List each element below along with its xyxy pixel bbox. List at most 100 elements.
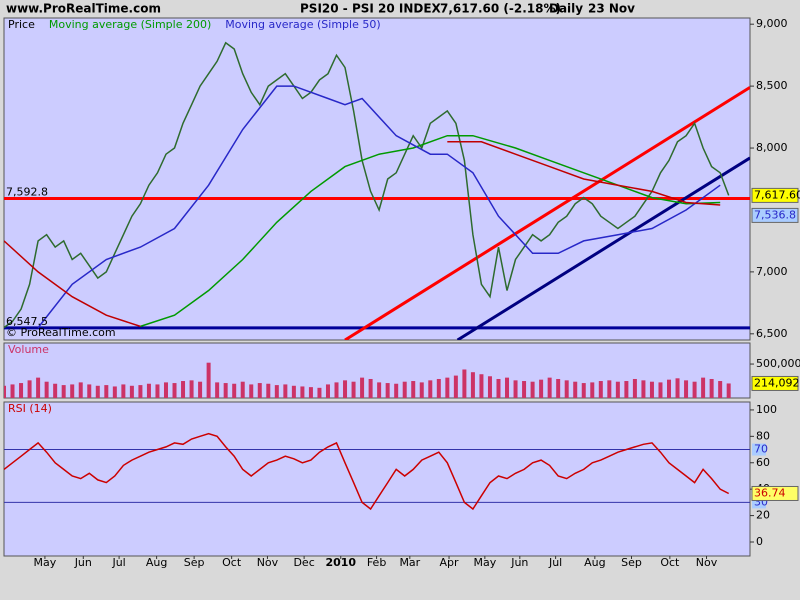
volume-bar (343, 380, 348, 398)
legend-entry: Moving average (Simple 50) (225, 18, 380, 31)
volume-bar (283, 384, 288, 398)
volume-bar (675, 378, 680, 398)
volume-bar (598, 381, 603, 398)
volume-bar (19, 383, 24, 398)
value-box (751, 207, 799, 223)
volume-bar (684, 380, 689, 398)
volume-bar (377, 382, 382, 398)
volume-bar (257, 383, 262, 398)
level-label: 70 (754, 443, 768, 456)
value-box-label: 214,092 (754, 376, 800, 389)
x-tick-label: Mar (399, 556, 420, 569)
volume-bar (573, 381, 578, 398)
y-tick-label: 7,000 (756, 265, 788, 278)
volume-bar (709, 378, 714, 398)
volume-bar (240, 381, 245, 398)
volume-bar (104, 385, 109, 398)
x-tick-label: Jun (74, 556, 92, 569)
volume-bar (274, 385, 279, 398)
y-tick-label: 80 (756, 429, 770, 442)
volume-bar (505, 377, 510, 398)
x-tick-label: 2010 (325, 556, 356, 569)
last-price: 7,617.60 (-2.18%) (440, 2, 561, 16)
y-tick-label: 0 (756, 535, 763, 548)
volume-bar (36, 377, 41, 398)
volume-bar (615, 381, 620, 398)
volume-bar (215, 382, 220, 398)
panel-title: Price (8, 18, 35, 31)
volume-bar (556, 378, 561, 398)
volume-bar (53, 383, 58, 398)
x-tick-label: Feb (367, 556, 386, 569)
volume-bar (181, 381, 186, 398)
x-tick-label: Nov (696, 556, 718, 569)
y-tick-label: 8,500 (756, 79, 788, 92)
x-tick-label: May (34, 556, 57, 569)
horizontal-line-label: 7,592.8 (6, 185, 48, 198)
volume-bar (658, 382, 663, 398)
x-tick-label: Jul (111, 556, 125, 569)
volume-bar (522, 381, 527, 398)
volume-bar (539, 379, 544, 398)
y-tick-label: 60 (756, 456, 770, 469)
value-box-label: 7,617.60 (754, 188, 800, 201)
volume-bar (462, 369, 467, 398)
volume-bar (368, 378, 373, 398)
x-tick-label: Dec (293, 556, 314, 569)
panel-title: RSI (14) (8, 402, 52, 415)
volume-bar (70, 384, 75, 398)
x-tick-label: May (473, 556, 496, 569)
instrument: PSI20 - PSI 20 INDEX (300, 2, 442, 16)
y-tick-label: 100 (756, 403, 777, 416)
volume-bar (436, 378, 441, 398)
volume-bar (692, 381, 697, 398)
volume-bar (4, 385, 6, 398)
trend-line (456, 156, 750, 340)
volume-bar (607, 380, 612, 398)
x-tick-label: Oct (222, 556, 242, 569)
volume-bar (649, 381, 654, 398)
volume-bar (360, 377, 365, 398)
volume-bar (10, 384, 15, 398)
date: 23 Nov (588, 2, 635, 16)
site-name: www.ProRealTime.com (6, 2, 161, 16)
volume-bar (325, 384, 330, 398)
volume-bar (78, 382, 83, 398)
volume-bar (334, 382, 339, 398)
volume-bar (547, 377, 552, 398)
y-tick-label: 8,000 (756, 141, 788, 154)
watermark: © ProRealTime.com (6, 326, 116, 339)
volume-bar (402, 381, 407, 398)
volume-bar (95, 385, 100, 398)
series-line (4, 432, 730, 511)
volume-bar (445, 377, 450, 398)
y-tick-label: 6,500 (756, 327, 788, 340)
volume-bar (479, 374, 484, 398)
volume-bar (632, 378, 637, 398)
volume-bar (249, 384, 254, 398)
volume-bar (300, 386, 305, 398)
x-tick-label: Jul (548, 556, 562, 569)
volume-bar (428, 380, 433, 398)
value-box-label: 36.74 (754, 486, 786, 499)
x-tick-label: Sep (621, 556, 642, 569)
volume-bar (61, 385, 66, 398)
panel (3, 17, 751, 341)
horizontal-line-label: 6,547.5 (6, 315, 48, 328)
plot-area (4, 362, 731, 398)
volume-bar (411, 381, 416, 398)
volume-bar (266, 383, 271, 398)
trend-line (344, 86, 750, 340)
y-tick-label: 9,000 (756, 17, 788, 30)
value-box-label: 7,536.8 (754, 208, 796, 221)
series-line (140, 134, 721, 328)
volume-bar (590, 382, 595, 398)
x-tick-label: Aug (146, 556, 167, 569)
volume-bar (726, 383, 731, 398)
volume-bar (121, 384, 126, 398)
volume-bar (581, 383, 586, 398)
x-tick-label: Nov (257, 556, 279, 569)
panel (3, 401, 751, 557)
